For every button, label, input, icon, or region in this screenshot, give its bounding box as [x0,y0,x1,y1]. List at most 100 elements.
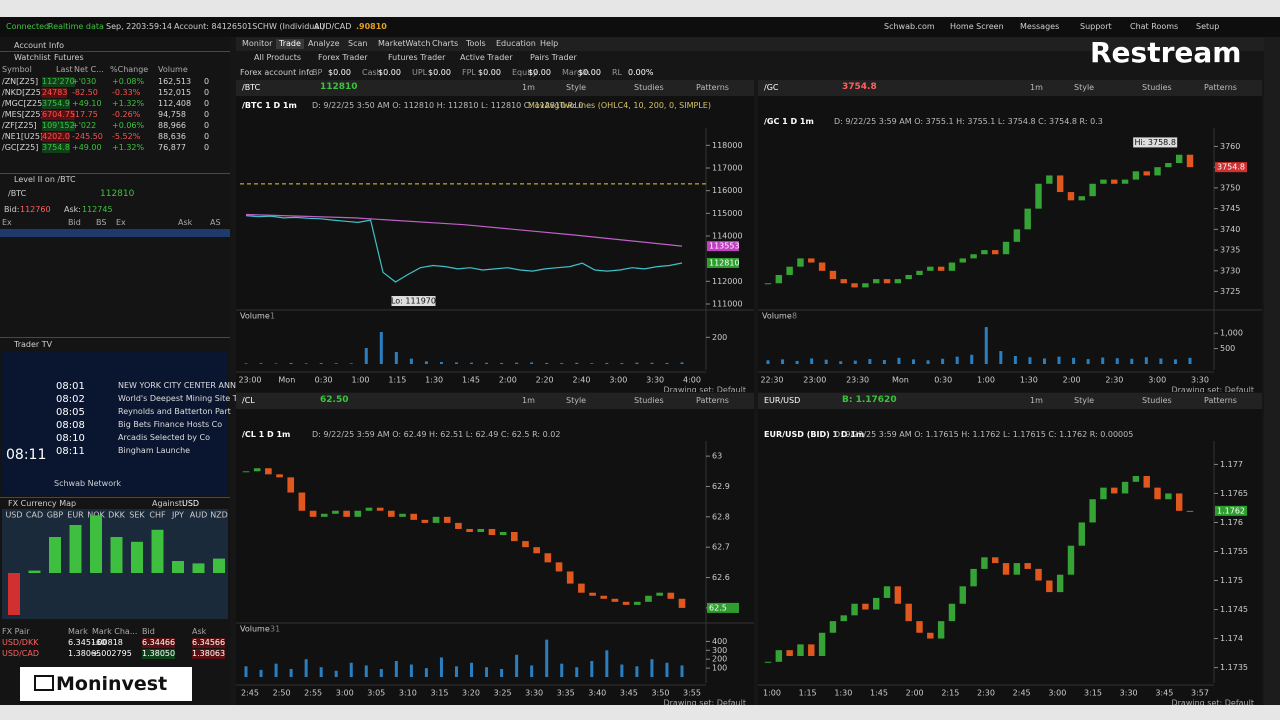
toolbar-button[interactable]: 1m [522,396,535,405]
level2-row [0,229,230,237]
toolbar-button[interactable]: Style [566,396,587,405]
x-tick-label: 3:30 [1191,376,1209,385]
drawing-set: Drawing set: Default [663,699,746,706]
main-tab[interactable]: Monitor [242,39,273,48]
y-tick-label: 62.8 [712,512,730,521]
candle [1056,175,1064,193]
pair-price: .90810 [356,22,387,31]
watchlist-cell: 0 [204,143,210,152]
watchlist-cell: /MES[Z25] [2,110,44,119]
sub-tab[interactable]: Forex Trader [318,53,368,62]
fx-cell: USD/CAD [2,649,40,658]
toolbar-button[interactable]: Patterns [696,83,729,92]
candle [981,557,988,569]
chart-title: /GC 1 D 1m [764,117,814,126]
toolbar-button[interactable]: Studies [1142,83,1172,92]
main-tab[interactable]: Tools [466,39,486,48]
sub-tab[interactable]: Active Trader [460,53,513,62]
field-label: Cash [362,68,382,77]
volume-bar [364,665,368,677]
toolbar-button[interactable]: 1m [1030,396,1043,405]
column-header: AS [210,218,221,227]
volume-bar [1072,357,1076,364]
chart-toolbar [758,393,1262,409]
toolbar-button[interactable]: Style [566,83,587,92]
toolbar-button[interactable]: Studies [1142,396,1172,405]
volume-bar [409,358,413,364]
volume-bar [379,332,383,364]
toolbar-button[interactable]: Studies [634,396,664,405]
field-value: $0.00 [378,68,401,77]
field-label: Equity [512,68,538,77]
y-tick-label: 111000 [712,300,743,309]
watchlist-cell: +0.06% [112,121,145,130]
x-tick-label: 1:00 [352,376,370,385]
x-tick-label: 2:40 [573,376,591,385]
main-tab[interactable]: Charts [432,39,459,48]
fx-bar [213,558,225,573]
sub-tab[interactable]: All Products [254,53,302,62]
currency-label: JPY [171,511,184,520]
against-value: USD [182,499,200,508]
chart-price: 3754.8 [842,82,877,92]
watchlist-cell: +'030 [72,77,97,86]
top-link[interactable]: Setup [1196,22,1220,31]
x-tick-label: 2:30 [977,689,995,698]
currency-label: SEK [129,511,145,520]
volume-bar [319,667,323,677]
chart-symbol: /GC [764,83,779,92]
tv-show: Big Bets Finance Hosts Co [118,420,223,429]
watchlist-cell: -245.50 [72,132,103,141]
candle [1165,163,1172,168]
sub-tab[interactable]: Futures Trader [388,53,446,62]
candle [1046,580,1053,593]
field-value: $0.00 [578,68,601,77]
main-tab[interactable]: Scan [348,39,368,48]
candle [959,258,966,263]
app: Connected Realtime data Sep, 22 03:59:14 Acc… [0,17,1280,705]
main-tab[interactable]: Analyze [308,39,340,48]
ask-value: 112745 [82,205,113,214]
toolbar-button[interactable]: Style [1074,396,1095,405]
main-tab[interactable]: MarketWatch [378,39,431,48]
candle [1013,229,1021,242]
x-tick-label: 1:30 [834,689,852,698]
toolbar-button[interactable]: 1m [522,83,535,92]
column-header: FX Pair [2,627,30,636]
volume-bar [454,666,458,677]
watchlist-cell: -5.52% [112,132,141,141]
main-tab[interactable]: Help [540,39,559,48]
volume-bar [665,662,669,677]
toolbar-button[interactable]: Patterns [1204,396,1237,405]
candle [566,571,574,584]
toolbar-button[interactable]: Patterns [1204,83,1237,92]
top-link[interactable]: Home Screen [950,22,1004,31]
tv-show: Bingham Launche [118,446,191,455]
price-line [245,215,683,283]
volume-bar [379,669,383,677]
toolbar-button[interactable]: 1m [1030,83,1043,92]
top-link[interactable]: Schwab.com [884,22,935,31]
y-tick-label: 3725 [1220,287,1240,296]
currency-label: CAD [26,511,43,520]
toolbar-button[interactable]: Studies [634,83,664,92]
main-tab[interactable]: Trade [276,39,304,49]
column-header: Bid [68,218,81,227]
field-value: 0.00% [628,68,654,77]
volume-bar [824,359,828,364]
top-link[interactable]: Messages [1020,22,1060,31]
main-tab[interactable]: Education [496,39,536,48]
x-tick-label: 3:30 [1120,689,1138,698]
top-link[interactable]: Support [1080,22,1112,31]
tv-time: 08:01 [56,381,85,392]
volume-bar [530,362,534,364]
candle [499,532,507,536]
toolbar-button[interactable]: Style [1074,83,1095,92]
sub-tab[interactable]: Pairs Trader [530,53,577,62]
volume-bar [605,362,609,364]
volume-bar [349,662,353,677]
toolbar-button[interactable]: Patterns [696,396,729,405]
fx-bar [131,541,143,573]
top-link[interactable]: Chat Rooms [1130,22,1179,31]
field-value: $0.00 [528,68,551,77]
